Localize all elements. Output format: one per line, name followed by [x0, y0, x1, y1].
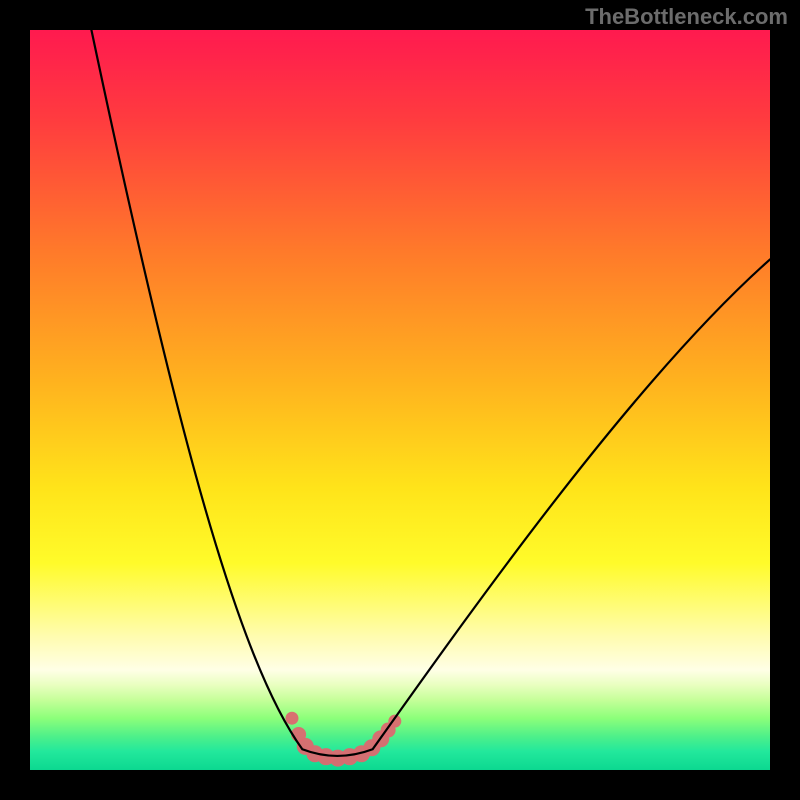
chart-svg — [0, 0, 800, 800]
bottleneck-chart: TheBottleneck.com — [0, 0, 800, 800]
curve-marker — [286, 712, 298, 724]
plot-background — [30, 30, 770, 770]
